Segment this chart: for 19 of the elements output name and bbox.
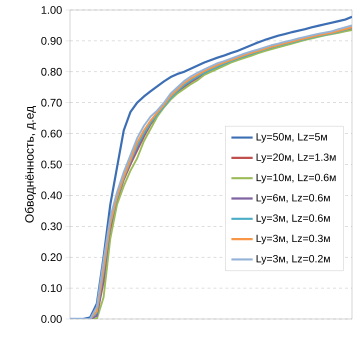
y-tick-label: 0.10 (41, 284, 62, 292)
y-tick-label: 0.30 (41, 222, 62, 230)
legend-label: Ly=6м, Lz=0.6м (256, 194, 330, 204)
y-tick-label: 1.00 (42, 6, 62, 14)
legend-label: Ly=20м, Lz=1.3м (256, 153, 336, 163)
y-tick-label: 0.00 (41, 315, 62, 323)
legend-label: Ly=10м, Lz=0.6м (256, 174, 336, 184)
legend-label: Ly=50м, Lz=5м (256, 133, 327, 143)
legend-label: Ly=3м, Lz=0.6м (256, 214, 330, 224)
y-axis-title: Обводнённость, д.ед (24, 106, 36, 223)
y-tick-label: 0.60 (41, 130, 62, 138)
legend-label: Ly=3м, Lz=0.3м (256, 234, 330, 244)
y-tick-label: 0.70 (41, 98, 62, 107)
y-tick-label: 0.80 (41, 68, 62, 76)
y-tick-label: 0.40 (41, 191, 62, 200)
y-tick-label: 0.20 (41, 253, 62, 262)
legend-label: Ly=3м, Lz=0.2м (256, 255, 330, 265)
y-tick-label: 0.50 (41, 160, 62, 168)
y-tick-label: 0.90 (41, 36, 62, 45)
